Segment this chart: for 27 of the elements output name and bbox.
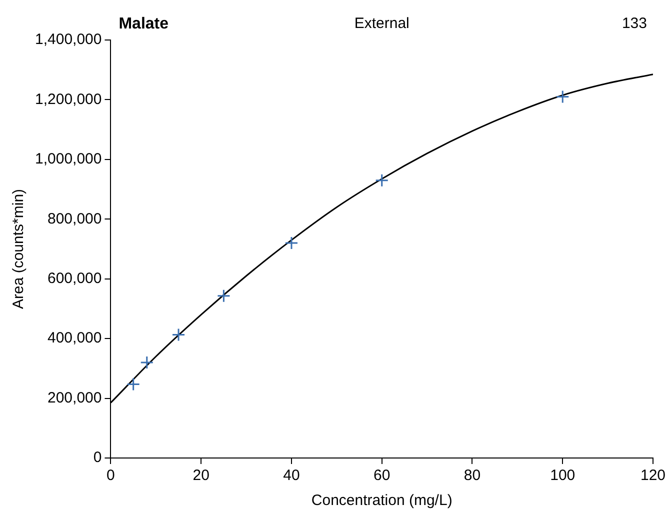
chart-title: Malate [118,15,169,32]
x-tick-label: 80 [464,467,481,484]
point [216,289,230,303]
y-tick-label: 400,000 [47,330,102,347]
y-tick-label: 800,000 [47,210,102,228]
y-tick-label: 1,400,000 [34,31,102,48]
point [172,328,186,342]
chart-subtitle: External [354,15,410,32]
x-tick-label: 100 [550,467,576,484]
y-tick-label: 0 [93,449,102,466]
x-tick-label: 60 [374,467,390,484]
x-tick-label: 40 [283,467,300,484]
y-tick-label: 1,200,000 [34,90,102,108]
x-tick-label: 20 [192,467,210,484]
x-tick-label: 120 [640,467,666,484]
point [284,236,298,250]
x-axis-title: Concentration (mg/L) [311,492,452,510]
x-tick-label: 0 [106,467,115,484]
point [140,356,154,370]
y-tick-label: 600,000 [47,270,102,287]
y-tick-label: 1,000,000 [34,150,102,168]
point [126,378,140,392]
point [556,90,570,104]
y-axis-title: Area (counts*min) [10,188,28,310]
text: 133 [622,15,647,32]
y-tick-label: 200,000 [47,389,102,406]
point [375,174,389,188]
